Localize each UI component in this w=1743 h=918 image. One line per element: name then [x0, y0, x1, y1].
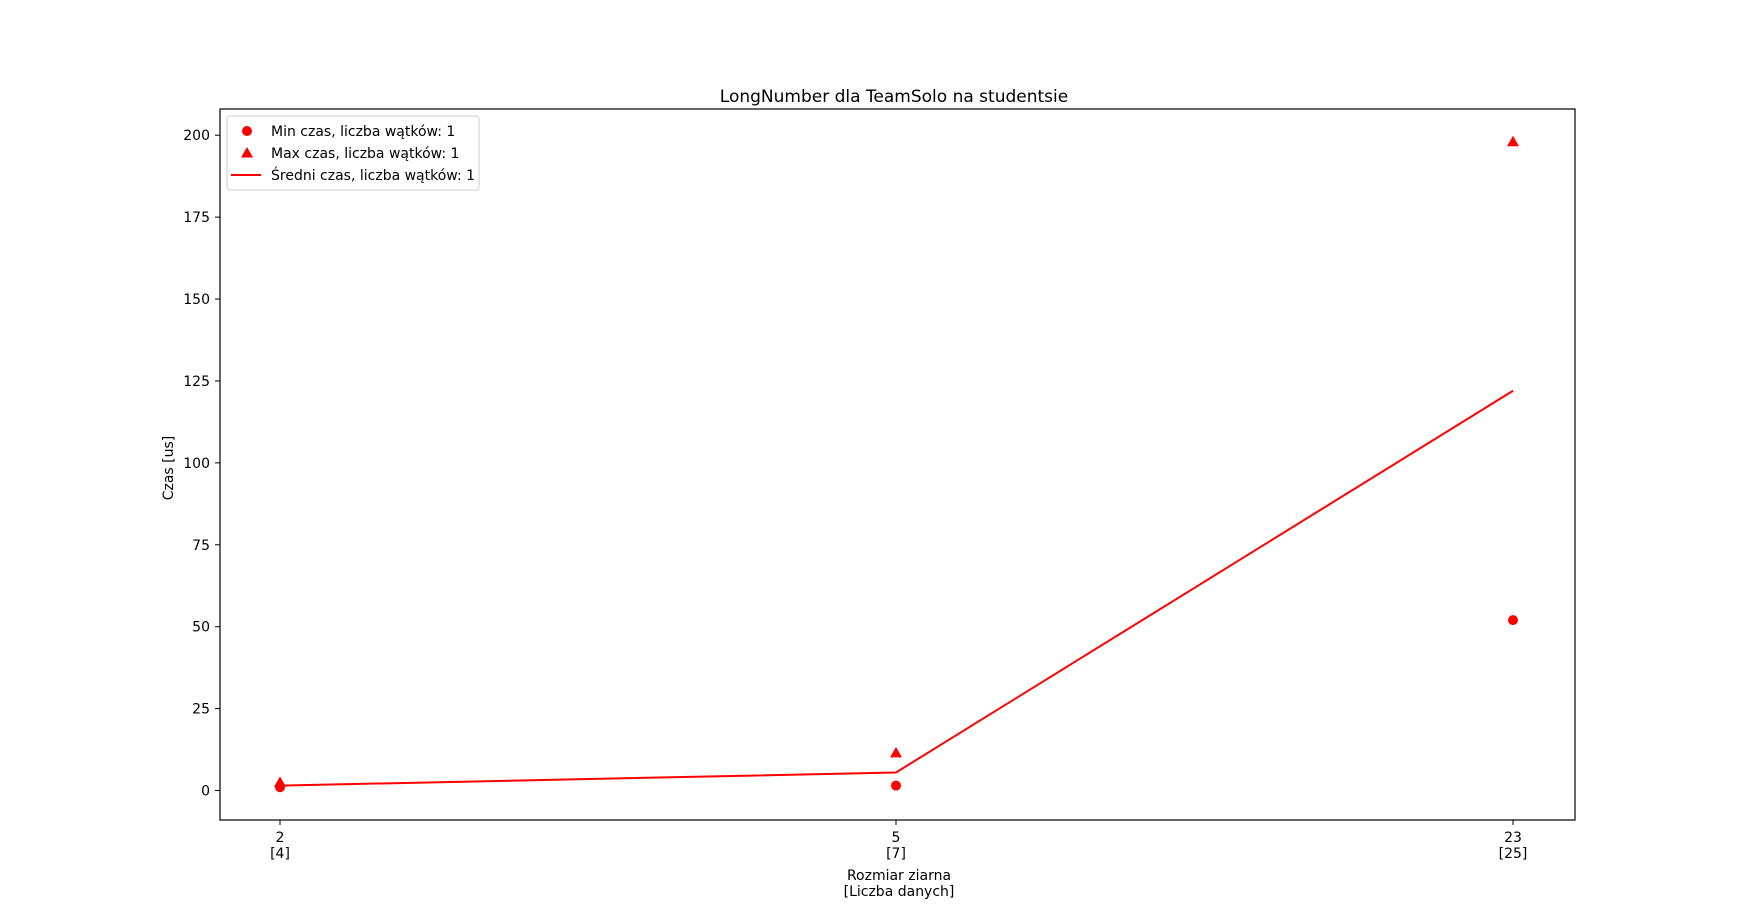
legend-label: Min czas, liczba wątków: 1 [271, 124, 455, 140]
series-2 [279, 389, 1514, 787]
x-tick-sublabel: [25] [1499, 846, 1528, 862]
legend-circle-swatch [242, 126, 252, 136]
legend-label: Max czas, liczba wątków: 1 [271, 146, 459, 162]
y-tick-label: 200 [183, 128, 210, 144]
y-tick-label: 25 [192, 702, 210, 718]
axes: 0 25 50 75 100 125 150 175 200 2[4] 5[7] 23[25] [183, 108, 1576, 862]
legend: Min czas, liczba wątków: 1 Max czas, licz… [226, 115, 480, 191]
y-axis-title: Czas [us] [161, 436, 177, 501]
y-tick-label: 75 [192, 538, 210, 554]
data-point-circle [1508, 615, 1518, 626]
series-line [279, 389, 1514, 787]
y-tick-label: 175 [183, 210, 210, 226]
chart-title: LongNumber dla TeamSolo na studentsie [720, 87, 1068, 107]
data-point-triangle [890, 746, 902, 758]
series-0 [275, 615, 1518, 793]
y-tick-label: 150 [183, 292, 210, 308]
series-1 [274, 135, 1519, 787]
x-tick-label: 5 [892, 830, 901, 846]
x-tick-sublabel: [4] [270, 846, 290, 862]
y-tick-label: 50 [192, 620, 210, 636]
x-tick-sublabel: [7] [886, 846, 906, 862]
plot-area [274, 135, 1519, 793]
x-axis-title-line-2: [Liczba danych] [844, 884, 955, 900]
x-axis-title: Rozmiar ziarna [Liczba danych] [844, 868, 955, 900]
x-tick-label: 23 [1504, 830, 1522, 846]
y-tick-label: 0 [201, 784, 210, 800]
legend-label: Średni czas, liczba wątków: 1 [271, 166, 475, 184]
y-tick-label: 125 [183, 374, 210, 390]
x-axis-title-line-1: Rozmiar ziarna [847, 868, 951, 884]
legend-triangle-swatch [241, 147, 253, 158]
data-point-circle [891, 780, 901, 791]
axes-frame [219, 108, 1576, 821]
data-point-triangle [1507, 135, 1519, 147]
legend-box [226, 115, 480, 191]
data-point-triangle [274, 776, 286, 787]
y-tick-label: 100 [183, 456, 210, 472]
x-tick-label: 2 [276, 830, 285, 846]
